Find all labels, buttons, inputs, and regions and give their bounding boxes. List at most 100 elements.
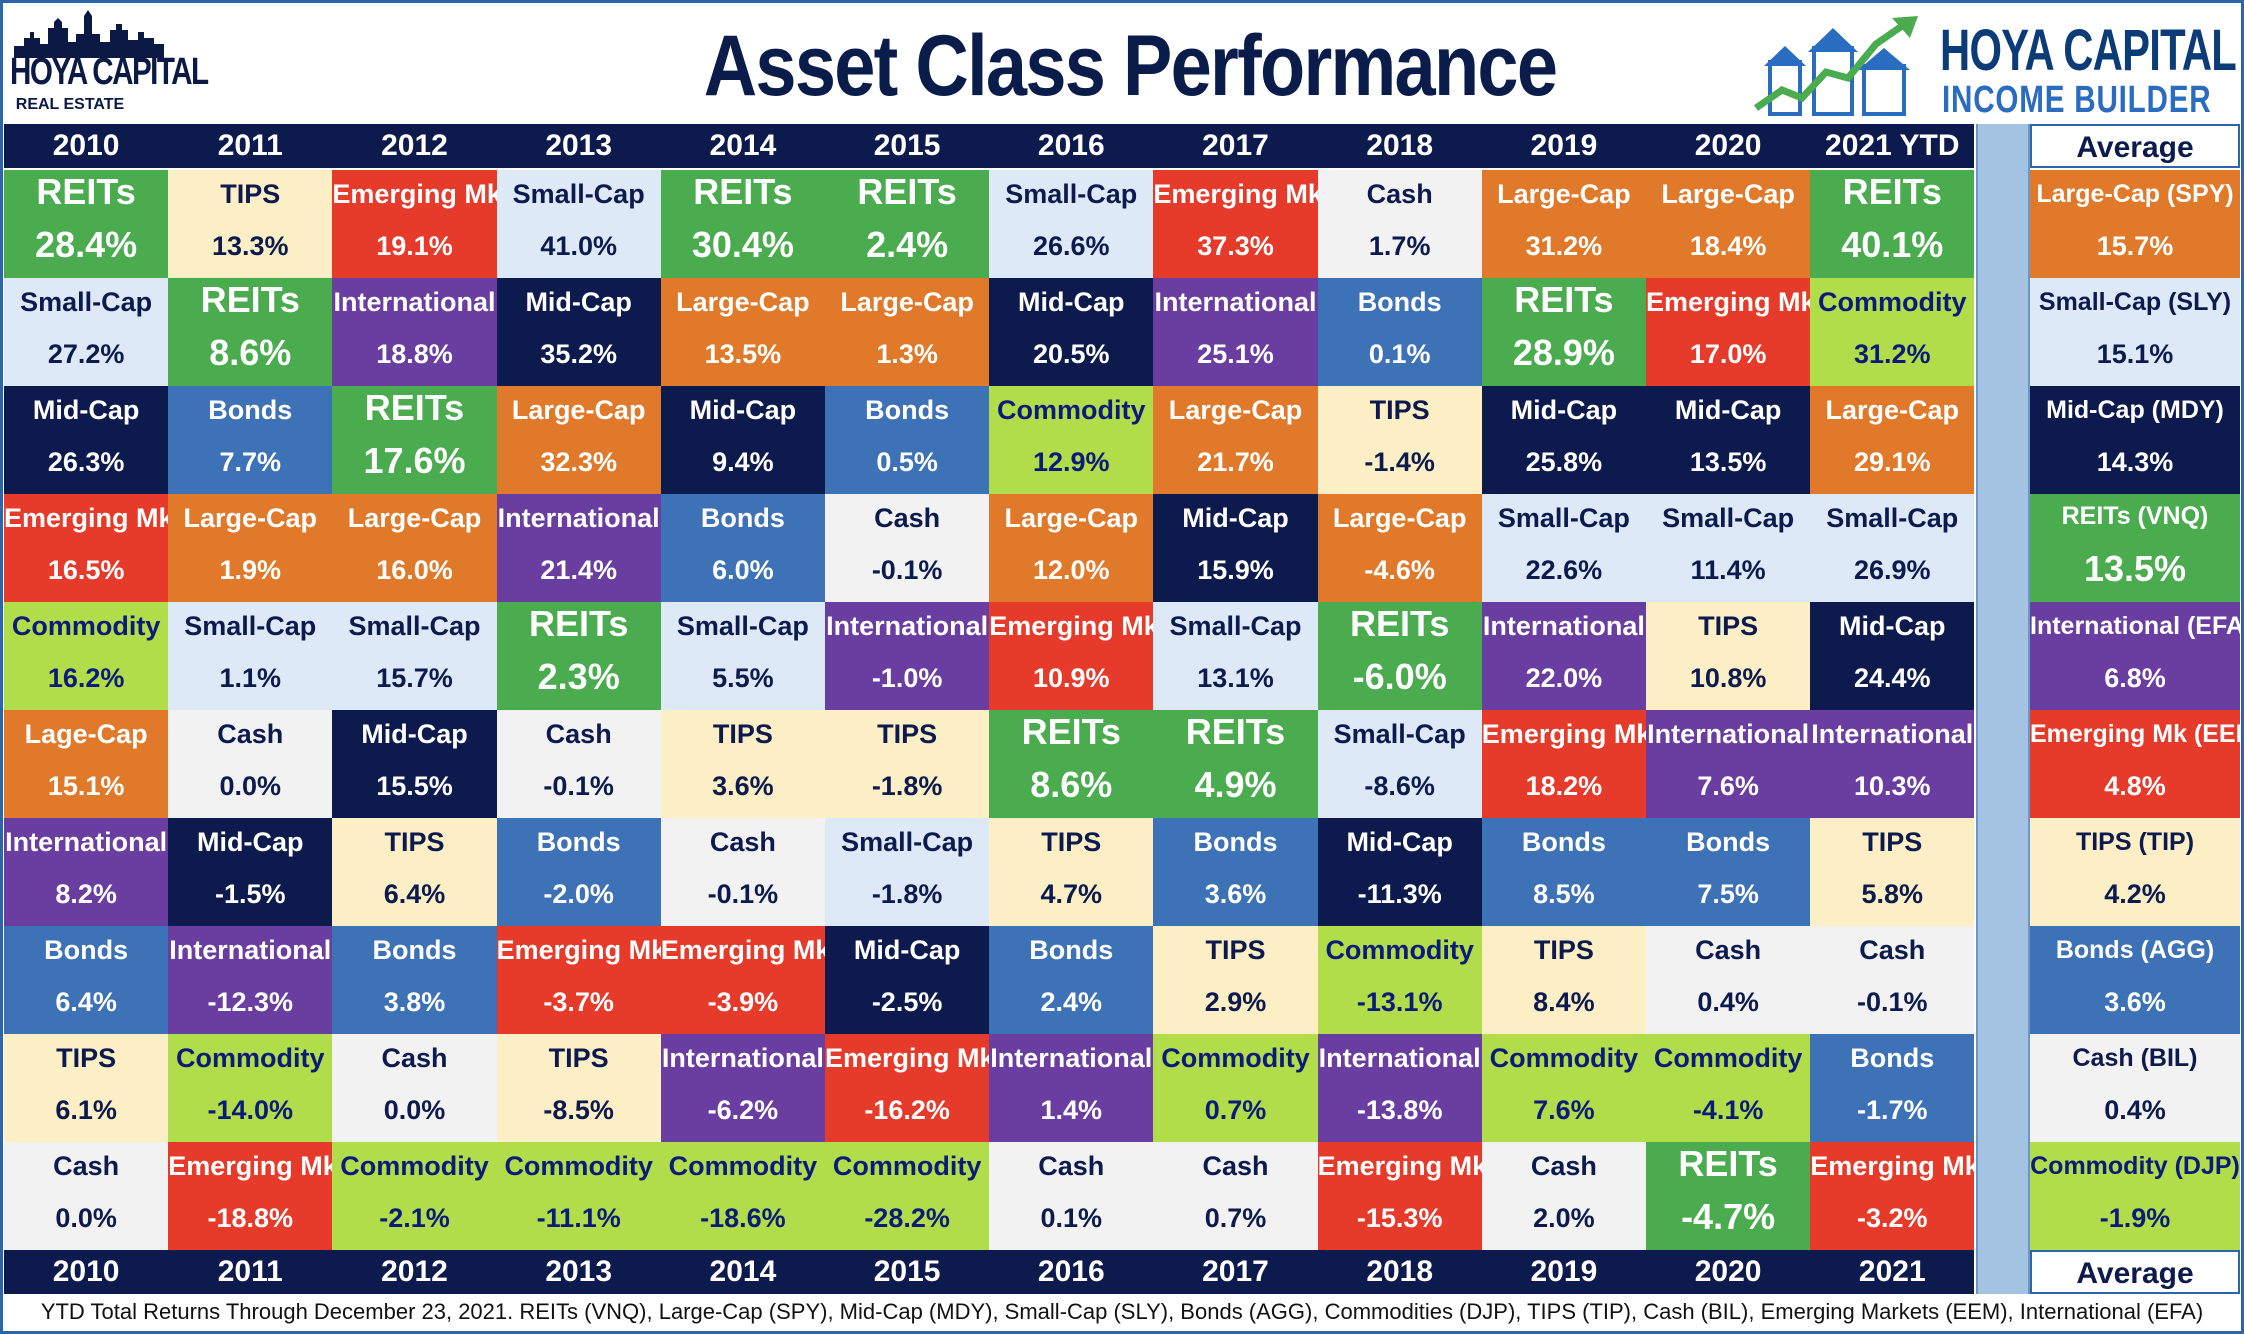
asset-name: Small-Cap [184,611,317,641]
asset-cell: Cash 0.4% [1646,926,1811,1034]
year-label: 2018 [1366,1255,1434,1288]
asset-name: TIPS [1862,827,1923,857]
asset-name: Emerging Mk [168,1151,333,1181]
year-label: 2021 [1858,1255,1926,1288]
return-value: 25.8% [1525,447,1603,477]
return-value: 28.9% [1512,332,1615,373]
asset-name: Cash [1202,1151,1269,1181]
return-value: 2.4% [866,224,949,265]
asset-name: Small-Cap [676,611,809,641]
return-value: 10.8% [1689,663,1767,693]
asset-cell: Emerging Mk -16.2% [825,1034,990,1142]
return-value: -2.5% [871,987,943,1017]
year-label: 2011 [217,1255,283,1288]
asset-cell: TIPS -1.4% [1317,386,1482,494]
asset-cell: Bonds 8.5% [1481,818,1646,926]
asset-name: Cash [709,827,776,857]
asset-name: Commodity [1489,1043,1639,1073]
asset-cell: Large-Cap 1.3% [825,278,990,386]
left-logo-title: HOYA CAPITAL [10,51,209,93]
return-value: 17.0% [1689,339,1767,369]
year-label: 2015 [873,1255,941,1288]
asset-name: REITs [200,279,300,320]
asset-name: TIPS [1369,395,1430,425]
asset-name: Small-Cap [512,179,645,209]
return-value: 0.0% [55,1203,117,1233]
asset-cell: Bonds 0.1% [1317,278,1482,386]
asset-name: International [1318,1043,1481,1073]
return-value: 26.9% [1854,555,1931,585]
return-value: 28.4% [35,224,138,265]
asset-cell: Commodity 31.2% [1810,278,1975,386]
return-value: 22.6% [1525,555,1603,585]
return-value: 25.1% [1197,339,1274,369]
return-value: -1.0% [871,663,943,693]
asset-name: International [5,827,168,857]
asset-cell: Large-Cap 21.7% [1153,386,1318,494]
return-value: -1.7% [1857,1095,1928,1125]
return-value: 41.0% [540,231,617,261]
asset-name: Mid-Cap [32,395,140,425]
return-value: -3.9% [707,987,779,1017]
return-value: 6.1% [55,1095,117,1125]
asset-name: REITs [1678,1143,1778,1184]
asset-name: TIPS [712,719,773,749]
year-label: 2013 [545,1255,613,1288]
asset-name: TIPS [1533,935,1594,965]
asset-name: Large-Cap [511,395,646,425]
asset-cell: Large-Cap 13.5% [660,278,825,386]
return-value: -1.5% [215,879,286,909]
asset-cell: Emerging Mk -3.7% [496,926,661,1034]
asset-cell: Emerging Mk -15.3% [1317,1142,1482,1250]
return-value: 21.7% [1197,447,1274,477]
right-logo-subtitle: INCOME BUILDER [1942,79,2212,121]
return-value: 15.1% [2096,339,2174,369]
year-label: 2016 [1037,129,1105,162]
year-label: 2020 [1694,129,1762,162]
return-value: 19.1% [376,231,453,261]
asset-cell: Emerging Mk 17.0% [1646,278,1811,386]
asset-cell: Small-Cap 41.0% [496,170,661,278]
year-label: 2015 [873,129,941,162]
asset-name: Mid-Cap [1182,503,1289,533]
asset-cell: Mid-Cap 25.8% [1481,386,1646,494]
return-value: -1.8% [871,771,943,801]
asset-cell: Cash -0.1% [496,710,661,818]
asset-name: Mid-Cap [853,935,961,965]
asset-cell: International -12.3% [168,926,333,1034]
asset-name: International [1482,611,1645,641]
return-value: 15.1% [47,771,125,801]
asset-name: REITs [1514,279,1614,320]
asset-cell: Commodity -13.1% [1317,926,1482,1034]
asset-name: Large-Cap [1497,179,1631,209]
return-value: 11.4% [1690,555,1766,585]
asset-cell: Emerging Mk -3.9% [660,926,825,1034]
return-value: 6.4% [383,879,446,909]
return-value: 29.1% [1854,447,1931,477]
asset-cell: Commodity -11.1% [496,1142,661,1250]
return-value: 17.6% [363,440,466,481]
asset-name: Large-Cap [1168,395,1303,425]
return-value: 13.1% [1197,663,1274,693]
return-value: 4.9% [1194,764,1277,805]
return-value: -13.1% [1356,987,1443,1017]
return-value: 0.5% [876,447,938,477]
asset-cell: Mid-Cap -11.3% [1317,818,1482,926]
asset-cell: Small-Cap 1.1% [168,602,333,710]
return-value: 13.5% [1689,447,1767,477]
asset-cell: Emerging Mk -3.2% [1810,1142,1975,1250]
return-value: 2.0% [1533,1203,1595,1233]
asset-name: Small-Cap [1497,503,1630,533]
return-value: -0.1% [871,555,943,585]
return-value: -15.3% [1356,1203,1443,1233]
asset-cell: Small-Cap 22.6% [1481,494,1646,602]
asset-cell: Large-Cap 12.0% [989,494,1154,602]
asset-cell: TIPS -8.5% [496,1034,661,1142]
asset-cell: Bonds 3.8% [332,926,497,1034]
asset-cell: Small-Cap -1.8% [825,818,990,926]
asset-cell: REITs 2.4% [825,170,990,278]
asset-cell: TIPS 8.4% [1481,926,1646,1034]
return-value: 12.9% [1033,447,1110,477]
asset-name: Emerging Mk [660,935,825,965]
asset-cell: TIPS 3.6% [660,710,825,818]
